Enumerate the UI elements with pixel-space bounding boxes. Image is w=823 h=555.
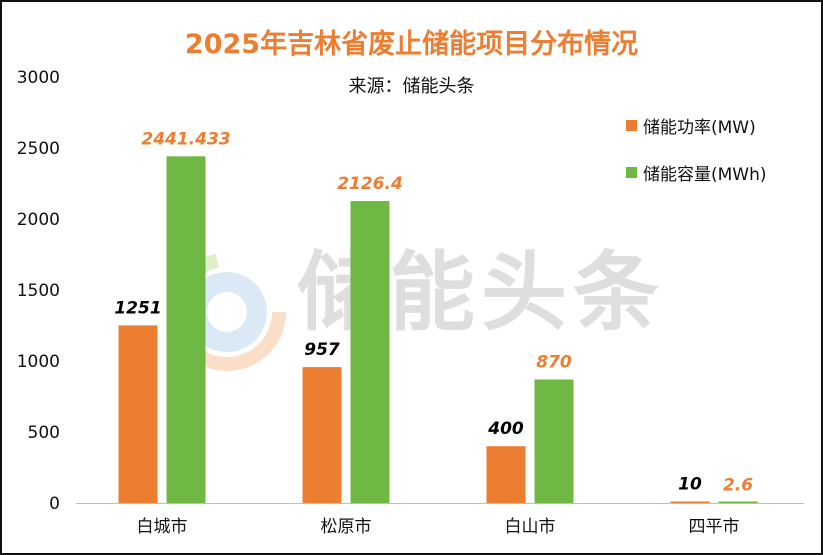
x-tick-label: 松原市 — [321, 517, 372, 537]
legend-item-capacity: 储能容量(MWh) — [626, 160, 767, 185]
data-label: 2441.433 — [141, 129, 230, 149]
y-tick-label: 2500 — [17, 139, 60, 159]
bars — [118, 156, 758, 503]
bar-power — [670, 501, 710, 503]
legend-item-power: 储能功率(MW) — [626, 113, 756, 138]
chart-subtitle: 来源：储能头条 — [348, 76, 475, 97]
y-tick-label: 1500 — [17, 281, 60, 301]
data-label: 870 — [536, 352, 572, 372]
data-labels: 1251 957 400 10 2441.433 2126.4 870 2.6 — [114, 129, 753, 495]
bar-capacity — [718, 501, 758, 503]
bar-power — [118, 325, 158, 503]
y-tick-label: 2000 — [17, 210, 60, 230]
y-tick-label: 1000 — [17, 352, 60, 372]
data-label: 2.6 — [723, 476, 753, 496]
bar-capacity — [350, 201, 390, 503]
legend-label-power: 储能功率(MW) — [643, 118, 756, 138]
legend-label-capacity: 储能容量(MWh) — [643, 165, 767, 185]
x-tick-label: 四平市 — [689, 517, 740, 537]
data-label: 957 — [304, 340, 340, 360]
y-tick-label: 0 — [49, 494, 60, 514]
bar-power — [486, 446, 526, 503]
bar-power — [302, 367, 342, 503]
x-axis: 白城市 松原市 白山市 四平市 — [137, 517, 740, 537]
bar-capacity — [534, 379, 574, 503]
data-label: 10 — [678, 475, 702, 495]
x-tick-label: 白山市 — [505, 517, 556, 537]
data-label: 1251 — [114, 298, 161, 318]
bar-capacity — [166, 156, 206, 503]
chart-title: 2025年吉林省废止储能项目分布情况 — [184, 29, 639, 60]
y-axis: 0 500 1000 1500 2000 2500 3000 — [17, 68, 60, 514]
legend-swatch-capacity — [626, 167, 637, 178]
y-tick-label: 500 — [28, 423, 60, 443]
data-label: 400 — [487, 419, 524, 439]
data-label: 2126.4 — [337, 174, 403, 194]
x-tick-label: 白城市 — [137, 517, 188, 537]
legend-swatch-power — [626, 120, 637, 131]
y-tick-label: 3000 — [17, 68, 60, 88]
